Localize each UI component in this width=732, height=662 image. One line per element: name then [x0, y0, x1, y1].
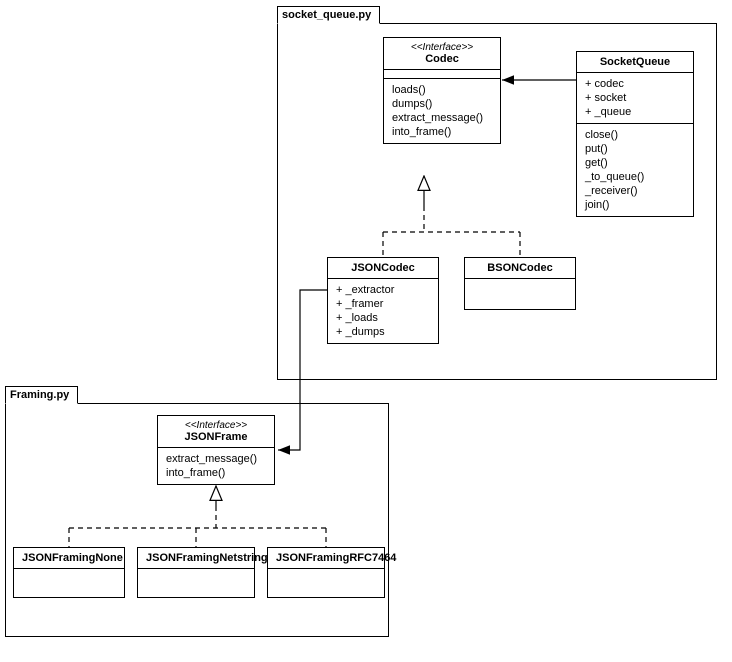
class-socketqueue: SocketQueue + codec + socket + _queue cl…: [576, 51, 694, 217]
jsoncodec-attr: + _framer: [336, 297, 430, 311]
codec-stereotype: <<Interface>>: [392, 42, 492, 53]
codec-method: dumps(): [392, 97, 492, 111]
socketqueue-attr: + socket: [585, 91, 685, 105]
bsoncodec-name: BSONCodec: [473, 262, 567, 274]
class-jsonframe: <<Interface>> JSONFrame extract_message(…: [157, 415, 275, 485]
socketqueue-method: close(): [585, 128, 685, 142]
class-jsoncodec: JSONCodec + _extractor + _framer + _load…: [327, 257, 439, 344]
codec-name: Codec: [392, 53, 492, 65]
class-jfrfc: JSONFramingRFC7464: [267, 547, 385, 598]
jsonframe-name: JSONFrame: [166, 431, 266, 443]
jsonframe-method: into_frame(): [166, 466, 266, 480]
jsoncodec-attr: + _loads: [336, 311, 430, 325]
socketqueue-attr: + codec: [585, 77, 685, 91]
class-bsoncodec: BSONCodec: [464, 257, 576, 310]
jsoncodec-attr: + _dumps: [336, 325, 430, 339]
socketqueue-method: put(): [585, 142, 685, 156]
package-socket-queue-label: socket_queue.py: [277, 6, 380, 24]
codec-method: into_frame(): [392, 125, 492, 139]
jsoncodec-name: JSONCodec: [336, 262, 430, 274]
socketqueue-name: SocketQueue: [585, 56, 685, 68]
jsoncodec-attr: + _extractor: [336, 283, 430, 297]
jsonframe-stereotype: <<Interface>>: [166, 420, 266, 431]
jfnone-name: JSONFramingNone: [22, 552, 116, 564]
class-jfnone: JSONFramingNone: [13, 547, 125, 598]
class-jfnet: JSONFramingNetstring: [137, 547, 255, 598]
jfnet-name: JSONFramingNetstring: [146, 552, 246, 564]
socketqueue-method: _receiver(): [585, 184, 685, 198]
socketqueue-method: get(): [585, 156, 685, 170]
socketqueue-method: _to_queue(): [585, 170, 685, 184]
class-codec: <<Interface>> Codec loads() dumps() extr…: [383, 37, 501, 144]
codec-method: extract_message(): [392, 111, 492, 125]
jfrfc-name: JSONFramingRFC7464: [276, 552, 376, 564]
socketqueue-attr: + _queue: [585, 105, 685, 119]
package-framing-label: Framing.py: [5, 386, 78, 404]
socketqueue-method: join(): [585, 198, 685, 212]
jsonframe-method: extract_message(): [166, 452, 266, 466]
codec-method: loads(): [392, 83, 492, 97]
